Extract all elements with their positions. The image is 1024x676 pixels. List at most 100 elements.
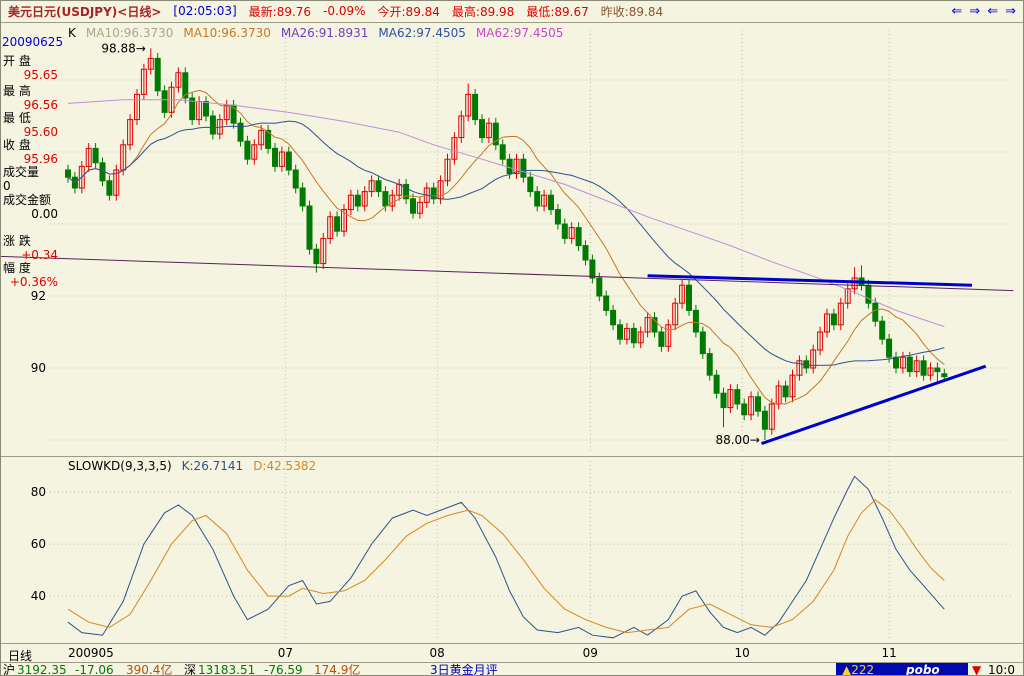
candle-body	[548, 194, 554, 211]
candle-body	[513, 158, 520, 175]
candle-body	[189, 97, 196, 121]
candle-body	[651, 317, 658, 333]
kline-grid	[50, 30, 1012, 454]
quote-high: 最高:89.98	[451, 4, 515, 19]
candle-body	[727, 389, 734, 409]
period-selector[interactable]: 日线	[8, 649, 33, 663]
candle-body	[534, 191, 541, 207]
candle-body	[920, 360, 927, 376]
candle-body	[686, 284, 692, 311]
slowkd-d-value: D:42.5382	[253, 459, 317, 473]
high-label: 最 高	[3, 84, 31, 98]
candle-body	[658, 331, 665, 347]
quote-open: 今开:89.84	[377, 4, 440, 19]
low-value: 95.60	[23, 125, 58, 139]
candle-body	[354, 194, 361, 207]
clock: 10:0	[988, 663, 1015, 676]
price-annotation: 98.88→	[101, 41, 145, 55]
quote-low: 最低:89.67	[526, 4, 589, 19]
candle-body	[327, 216, 334, 239]
slowkd-k-value: K:26.7141	[181, 459, 244, 473]
ma62-label-a: MA62:97.4505	[378, 26, 466, 40]
candle-body	[906, 356, 913, 373]
candle-body	[755, 396, 761, 412]
pobo-logo: pobo	[906, 663, 940, 676]
quote-last: 最新:89.76	[248, 4, 312, 19]
candle-body	[886, 338, 893, 358]
resistance-trendline	[647, 274, 972, 287]
candle-body	[78, 165, 85, 189]
down-arrow-icon: ▼	[972, 663, 982, 676]
candle-body	[630, 327, 637, 344]
kd-axis-label: 60	[31, 537, 46, 551]
candle-body	[610, 309, 617, 326]
candle-body	[341, 209, 347, 232]
candle-body	[299, 187, 306, 207]
expand-right-icon[interactable]: ⇒	[969, 3, 981, 19]
candle-body	[292, 169, 299, 189]
ma62-label-b: MA62:97.4505	[475, 26, 564, 40]
low-label: 最 低	[3, 111, 31, 125]
candle-body	[492, 122, 499, 146]
alert-count[interactable]: ▲222	[842, 663, 875, 676]
candle-body	[768, 403, 775, 430]
candle-body	[575, 227, 582, 247]
candle-body	[830, 313, 837, 326]
sh-market-label: 沪	[3, 663, 16, 676]
candle-body	[65, 169, 71, 178]
slowkd-chart[interactable]: 80 60 40	[0, 457, 1016, 643]
candle-body	[872, 302, 879, 322]
candle-body	[720, 392, 727, 409]
time-axis-label: 200905	[68, 646, 114, 660]
price-axis-label: 90	[31, 361, 46, 375]
candle-body	[596, 277, 603, 297]
time-axis-label: 07	[278, 646, 293, 660]
candle-body	[320, 237, 327, 265]
price-axis-label: 92	[31, 289, 46, 303]
news-ticker[interactable]: 3日黄金月评	[430, 663, 498, 676]
candle-body	[644, 317, 651, 333]
compress-left-icon[interactable]: ⇐	[951, 3, 963, 19]
candle-body	[554, 209, 561, 225]
kline-chart[interactable]: 92 90 98.88→ 88.00→	[0, 24, 1016, 456]
k-indicator-label: K	[68, 26, 76, 40]
candle-body	[637, 331, 644, 344]
candle-body	[713, 374, 720, 394]
instrument-title: 美元日元(USDJPY)<日线>	[8, 4, 162, 19]
candle-body	[375, 180, 382, 193]
candle-body	[734, 389, 741, 405]
candle-body	[265, 129, 272, 149]
candle-body	[203, 101, 209, 117]
candle-body	[692, 309, 699, 333]
candle-body	[451, 137, 458, 160]
candle-body	[782, 385, 789, 398]
candle-body	[361, 191, 368, 207]
kd-axis-label: 80	[31, 485, 46, 499]
candle-body	[879, 320, 886, 340]
scroll-right-icon[interactable]: ⇒	[1005, 3, 1016, 19]
candle-body	[134, 93, 140, 121]
sh-turnover: 390.4亿	[126, 663, 173, 676]
candle-body	[113, 169, 120, 196]
candle-body	[934, 367, 941, 373]
panel-divider-1	[0, 456, 1024, 457]
candle-body	[817, 331, 824, 351]
long-term-trendline	[0, 255, 1014, 292]
scroll-left-icon[interactable]: ⇐	[987, 3, 999, 19]
candle-body	[278, 151, 285, 167]
sz-turnover: 174.9亿	[314, 663, 361, 676]
candle-body	[410, 198, 416, 214]
close-value: 95.96	[23, 152, 58, 166]
candle-body	[899, 356, 906, 369]
candle-body	[258, 129, 265, 146]
slowkd-k-line	[67, 475, 945, 639]
candle-body	[175, 72, 182, 88]
candle-body	[748, 396, 755, 416]
candle-body	[285, 151, 292, 171]
quote-info-panel: 20090625 开 盘 95.65 最 高 96.56 最 低 95.60 收…	[0, 24, 63, 304]
candlesticks	[65, 48, 948, 440]
volume-value: 0	[3, 179, 11, 193]
high-value: 96.56	[23, 98, 58, 112]
candle-body	[913, 360, 920, 373]
candle-body	[416, 201, 423, 214]
